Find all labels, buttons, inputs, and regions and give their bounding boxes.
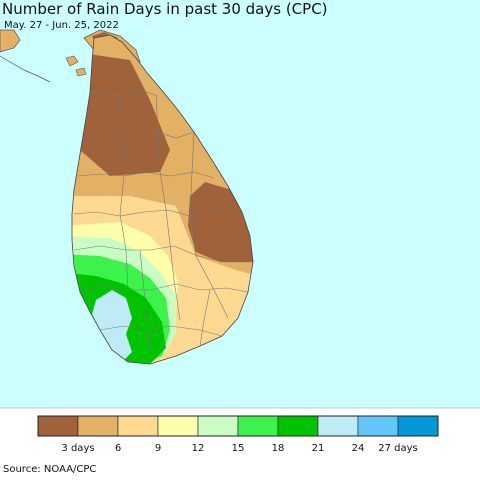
legend-tick-label: 18 bbox=[272, 443, 285, 454]
legend-swatch bbox=[317, 415, 359, 437]
rain-day-zones bbox=[72, 35, 253, 364]
map-title: Number of Rain Days in past 30 days (CPC… bbox=[2, 0, 328, 18]
legend-tick-label: 21 bbox=[312, 443, 325, 454]
zone-24 bbox=[92, 290, 132, 362]
mainland-india bbox=[0, 29, 21, 53]
island-outline bbox=[71, 34, 254, 365]
district-boundaries bbox=[73, 89, 250, 365]
legend-tick-label: 15 bbox=[232, 443, 245, 454]
legend-swatch bbox=[117, 415, 159, 437]
legend-tick-label: 3 days bbox=[61, 443, 94, 454]
legend-frame bbox=[37, 415, 439, 437]
island-sw bbox=[75, 67, 87, 77]
legend-swatch bbox=[397, 415, 439, 437]
legend-tick-label: 12 bbox=[192, 443, 205, 454]
legend-swatch bbox=[37, 415, 79, 437]
legend-tick-label: 6 bbox=[115, 443, 121, 454]
legend-swatch bbox=[77, 415, 119, 437]
date-range: May. 27 - Jun. 25, 2022 bbox=[4, 20, 119, 31]
legend-swatch bbox=[157, 415, 199, 437]
legend-tick-label: 24 bbox=[352, 443, 365, 454]
legend-swatch bbox=[277, 415, 319, 437]
legend: 3 days 6 9 12 15 18 21 24 27 days bbox=[37, 415, 439, 454]
legend-tick-label: 27 days bbox=[378, 443, 418, 454]
legend-swatch bbox=[357, 415, 399, 437]
legend-swatches bbox=[37, 415, 439, 437]
legend-tick-label: 9 bbox=[155, 443, 161, 454]
island-west bbox=[65, 55, 79, 67]
source-label: Source: NOAA/CPC bbox=[3, 464, 97, 475]
coastline-india bbox=[0, 55, 51, 83]
legend-swatch bbox=[197, 415, 239, 437]
legend-swatch bbox=[237, 415, 279, 437]
legend-ticks: 3 days 6 9 12 15 18 21 24 27 days bbox=[61, 443, 417, 454]
